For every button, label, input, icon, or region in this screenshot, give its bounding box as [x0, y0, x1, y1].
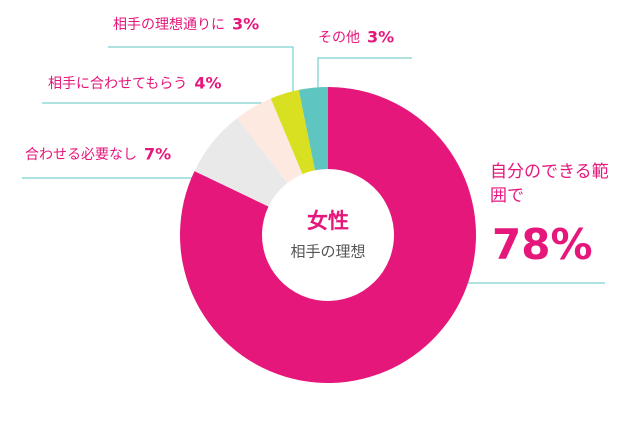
category-label: 相手の理想通りに [113, 17, 225, 33]
slice [237, 98, 303, 183]
value-label: 4% [194, 74, 221, 93]
slice [298, 87, 328, 171]
slice [194, 118, 288, 207]
leader-line [317, 57, 412, 90]
category-label: 自分のできる範囲で [490, 162, 609, 206]
value-label: 3% [367, 28, 394, 47]
slices [180, 87, 476, 384]
leader-line [42, 102, 263, 122]
center-subtitle: 相手の理想 [290, 243, 365, 261]
center-title: 女性 [307, 209, 349, 233]
slice [180, 87, 476, 384]
category-label: 相手に合わせてもらう [48, 76, 187, 92]
value-label: 78% [492, 220, 593, 269]
slice [270, 89, 315, 175]
leader-line [108, 46, 294, 95]
category-label: 合わせる必要なし [25, 147, 137, 163]
value-label: 3% [232, 15, 259, 34]
category-label: その他 [318, 30, 360, 46]
value-label: 7% [144, 145, 171, 164]
